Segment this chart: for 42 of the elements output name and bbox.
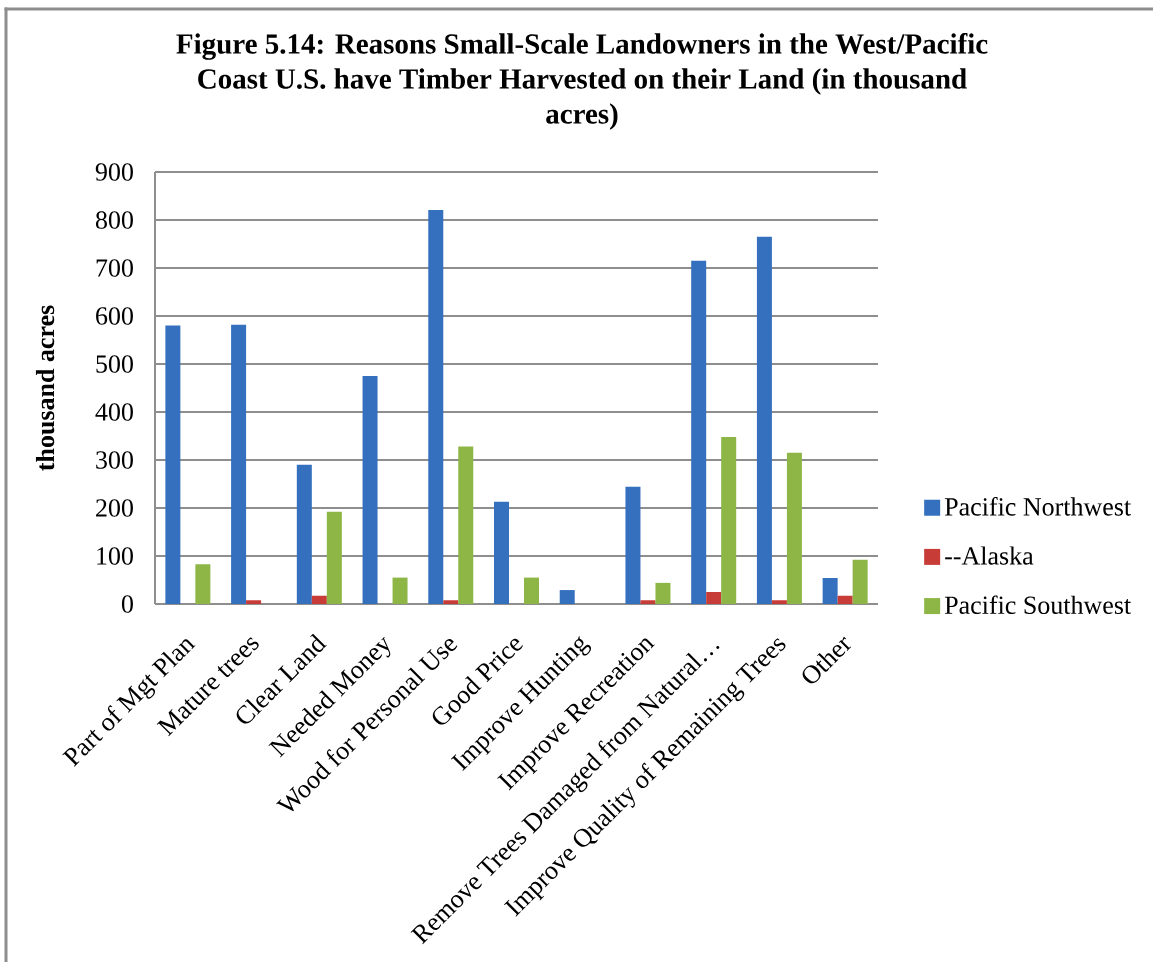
- bar: [392, 577, 408, 604]
- chart-title: Figure 5.14: Reasons Small-Scale Landowners in the West/Pacific Coast U.S. have Timber Harvested on their Land (in thousand acres): [176, 33, 988, 130]
- bar: [311, 595, 327, 604]
- bar: [246, 600, 262, 604]
- y-tick-label: 400: [95, 403, 133, 421]
- bar: [756, 236, 772, 604]
- y-tick-label: 0: [121, 595, 133, 613]
- y-axis-title: thousand acres: [35, 305, 55, 471]
- bar: [706, 591, 722, 604]
- bar: [771, 600, 787, 604]
- bar: [165, 325, 181, 604]
- bar: [559, 590, 575, 604]
- bar: [837, 595, 853, 604]
- legend-label: Pacific Northwest: [944, 497, 1131, 516]
- bar: [786, 452, 802, 604]
- bar: [296, 464, 312, 604]
- bar: [362, 375, 378, 604]
- bar: [428, 209, 444, 604]
- y-tick-label: 100: [97, 547, 133, 565]
- y-tick-label: 600: [96, 307, 133, 325]
- legend-label: Pacific Southwest: [944, 595, 1132, 614]
- bar: [625, 486, 641, 604]
- bar: [721, 436, 737, 604]
- bar: [195, 564, 211, 604]
- bar: [326, 511, 342, 604]
- bar: [494, 501, 509, 604]
- y-tick-label: 700: [96, 259, 133, 277]
- bar: [822, 578, 838, 604]
- bar: [691, 260, 707, 604]
- bar: [852, 559, 868, 604]
- y-tick-label: 200: [96, 499, 133, 517]
- bar: [458, 446, 474, 604]
- y-tick-label: 900: [95, 163, 133, 181]
- legend-label: --Alaska: [945, 546, 1034, 565]
- bar: [443, 600, 459, 604]
- bar: [655, 582, 671, 604]
- y-tick-label: 300: [96, 451, 133, 469]
- bar: [231, 324, 247, 604]
- bar: [640, 600, 656, 604]
- bar: [524, 577, 539, 604]
- y-tick-label: 500: [96, 355, 133, 373]
- y-tick-label: 800: [95, 211, 133, 229]
